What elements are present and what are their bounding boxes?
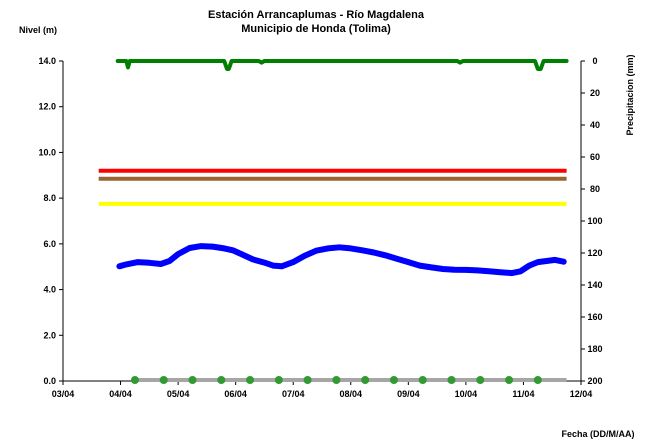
zero-marker — [476, 376, 485, 384]
y2-axis-label: Precipitacion (mm) — [625, 54, 635, 135]
x-tick-label: 04/04 — [109, 389, 132, 399]
x-tick-label: 06/04 — [224, 389, 247, 399]
x-tick-label: 03/04 — [52, 389, 75, 399]
zero-marker — [130, 376, 139, 384]
y2-tick-label: 140 — [587, 280, 602, 290]
y-tick-label: 14.0 — [38, 56, 56, 66]
zero-marker — [217, 376, 226, 384]
zero-marker — [303, 376, 312, 384]
zero-marker — [159, 376, 168, 384]
y-axis-label: Nivel (m) — [19, 25, 57, 35]
zero-marker — [418, 376, 427, 384]
x-tick-label: 05/04 — [167, 389, 190, 399]
y-tick-label: 8.0 — [43, 193, 56, 203]
y-tick-label: 10.0 — [38, 147, 56, 157]
y2-tick-label: 100 — [587, 216, 602, 226]
y2-tick-label: 20 — [590, 88, 600, 98]
zero-marker — [533, 376, 542, 384]
zero-marker — [447, 376, 456, 384]
zero-marker — [361, 376, 370, 384]
x-tick-label: 12/04 — [570, 389, 593, 399]
x-tick-label: 09/04 — [397, 389, 420, 399]
y2-tick-label: 160 — [587, 312, 602, 322]
y-tick-label: 6.0 — [43, 239, 56, 249]
zero-marker — [188, 376, 197, 384]
x-tick-label: 10/04 — [455, 389, 478, 399]
x-tick-label: 07/04 — [282, 389, 305, 399]
zero-marker — [274, 376, 283, 384]
chart-title: Estación Arrancaplumas - Río Magdalena — [208, 9, 425, 21]
y2-tick-label: 80 — [590, 184, 600, 194]
precipitation-series-line — [115, 59, 569, 71]
plot-area: 0.0 2.0 4.0 6.0 8.0 10.0 12.0 14.0 0 20 40 60 80 100 1… — [38, 56, 602, 399]
zero-marker — [505, 376, 514, 384]
chart-subtitle: Municipio de Honda (Tolima) — [241, 23, 391, 35]
y2-tick-label: 0 — [592, 56, 597, 66]
zero-marker — [332, 376, 341, 384]
y-tick-label: 0.0 — [43, 376, 56, 386]
x-tick-label: 11/04 — [512, 389, 534, 399]
y2-tick-label: 60 — [590, 152, 600, 162]
y-tick-label: 2.0 — [43, 330, 56, 340]
y2-tick-label: 200 — [587, 376, 602, 386]
zero-marker — [389, 376, 398, 384]
y2-tick-label: 40 — [590, 120, 600, 130]
zero-marker — [246, 376, 255, 384]
level-series-line — [116, 243, 567, 277]
y-tick-label: 12.0 — [38, 102, 56, 112]
x-tick-label: 08/04 — [340, 389, 363, 399]
x-axis-label: Fecha (DD/M/AA) — [561, 429, 634, 439]
y-tick-label: 4.0 — [43, 285, 56, 295]
y2-tick-label: 120 — [587, 248, 602, 258]
y2-tick-label: 180 — [587, 344, 602, 354]
